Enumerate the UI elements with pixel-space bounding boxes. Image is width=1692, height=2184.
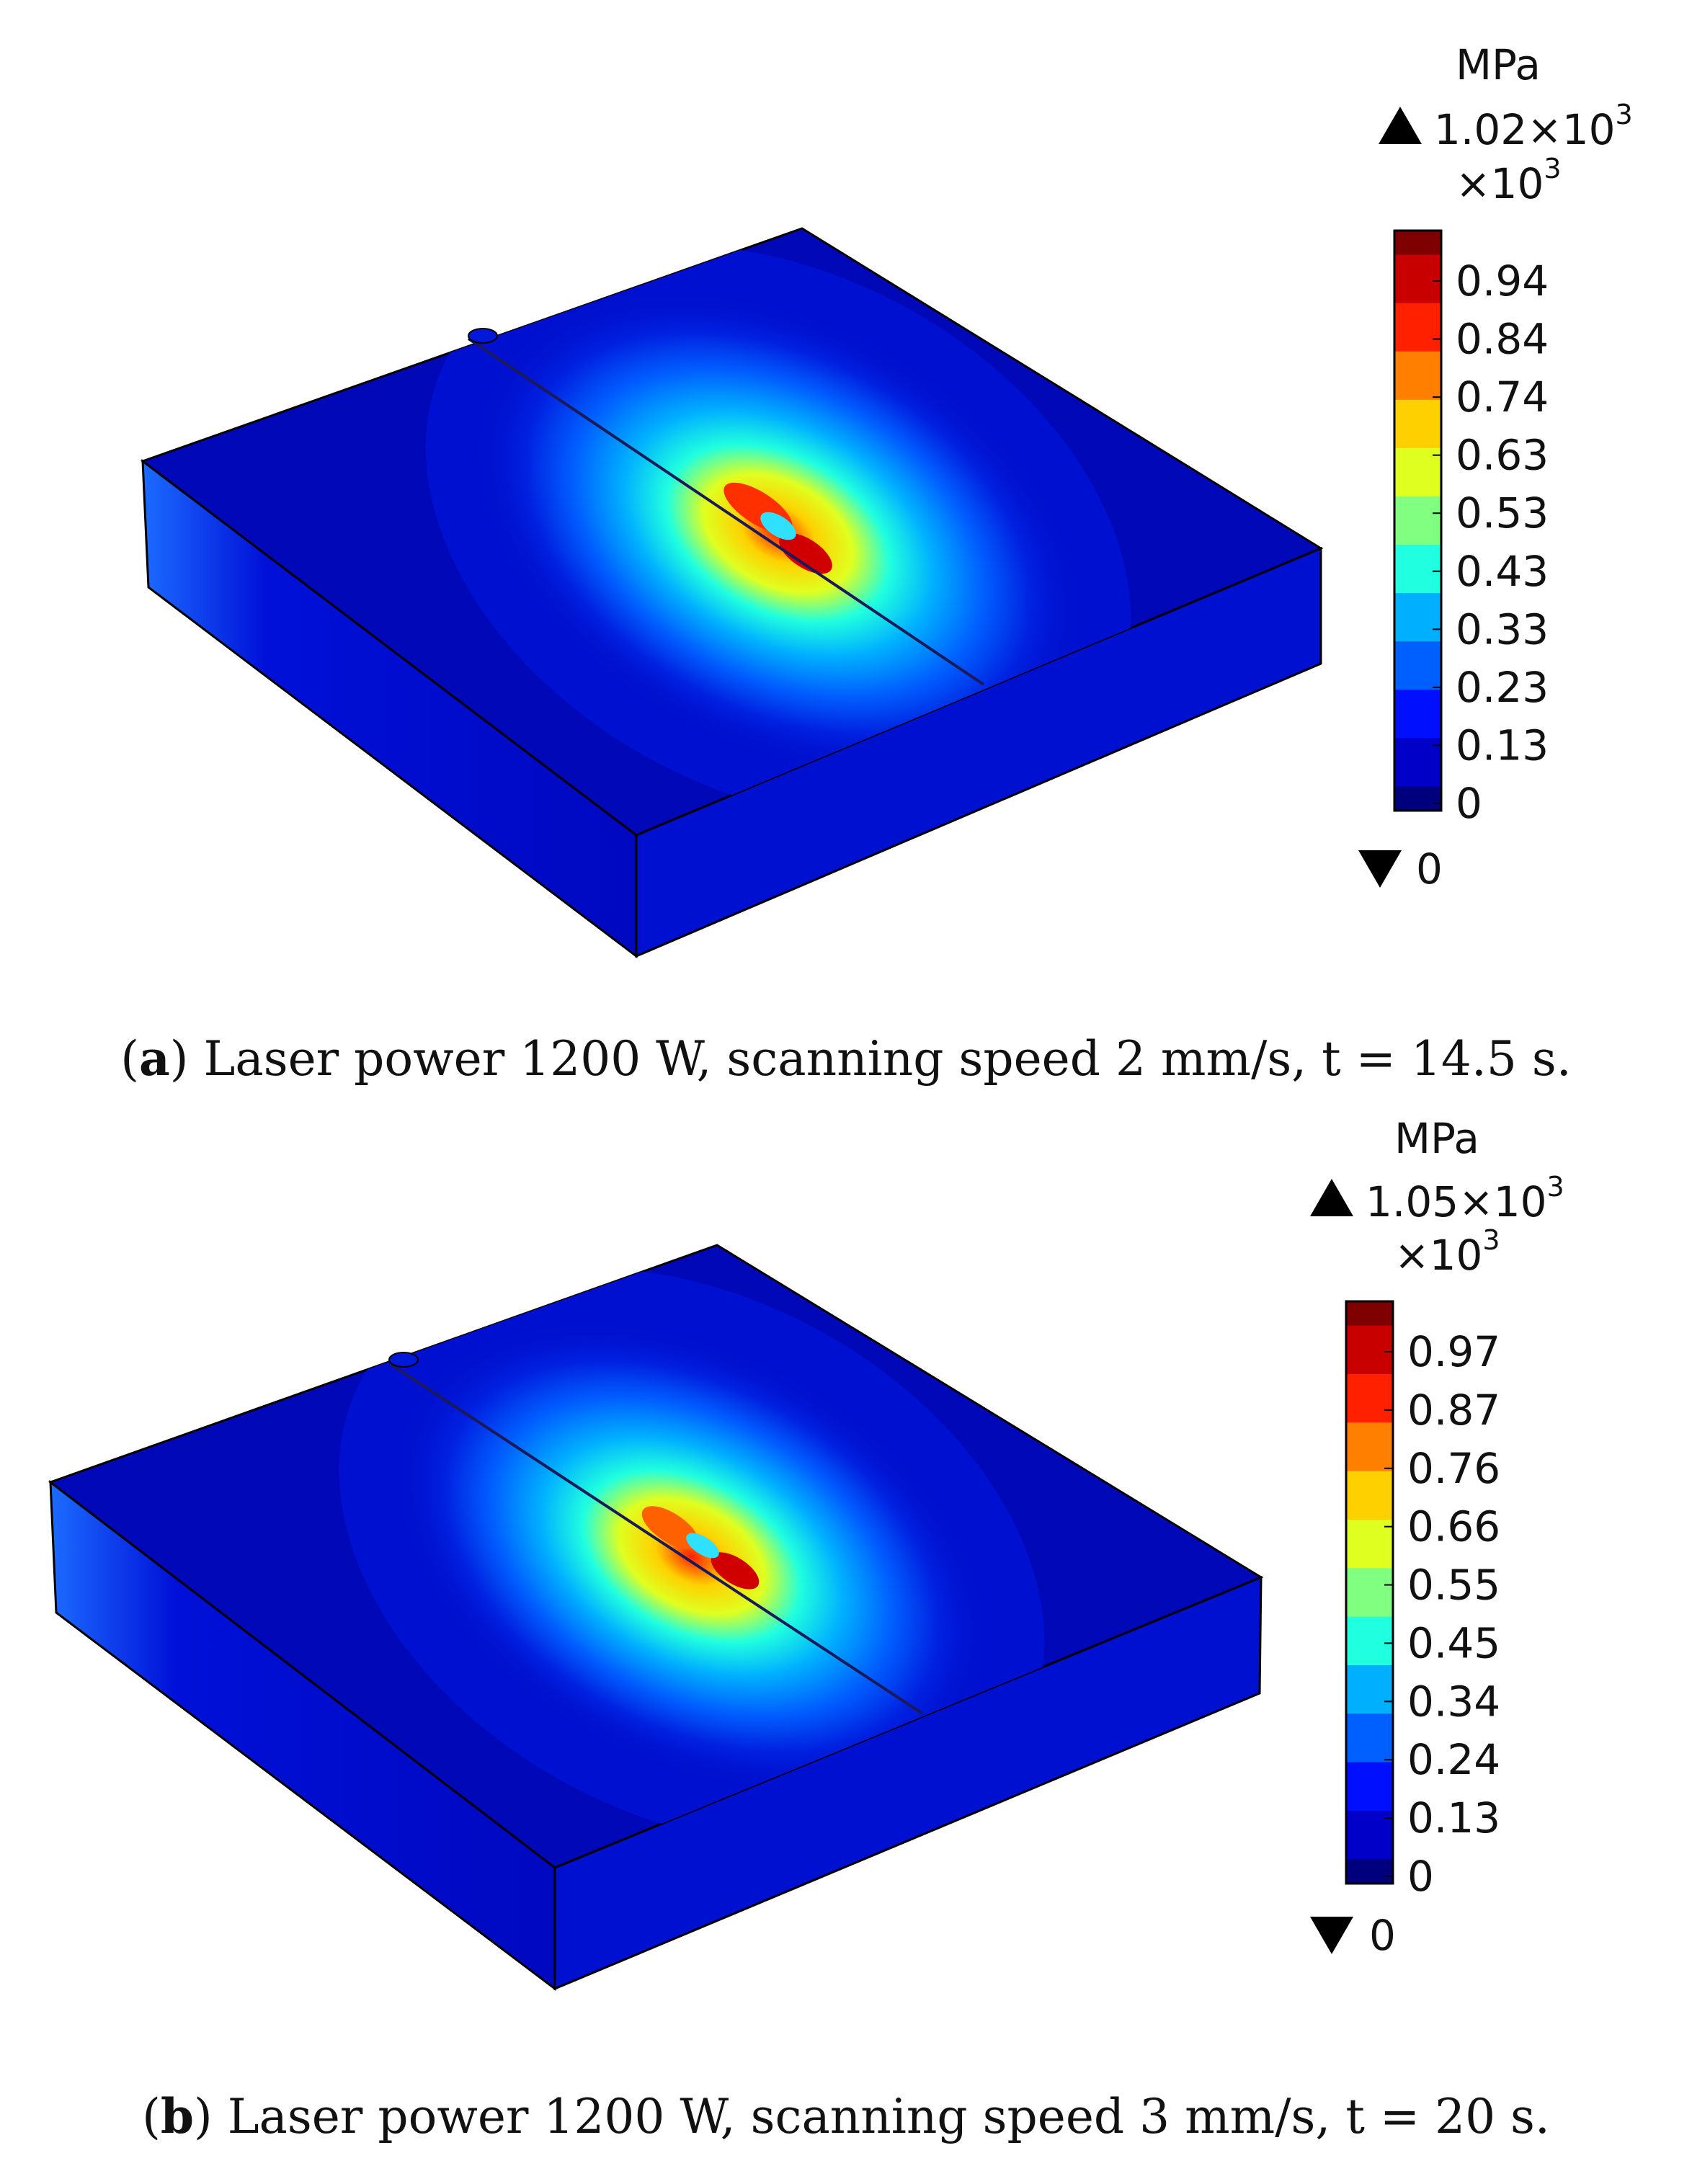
colorbar-band-b [1346,1859,1393,1884]
min-marker-icon-a [1358,850,1402,888]
legend-scale-factor-a: ×10 [1456,159,1544,208]
colorbar-band-b [1346,1786,1393,1811]
panel-b: MPa 1.05×103 ×103 0.97 0.87 0.76 0.66 0.55 0.… [0,1095,1692,2184]
colorbar-tick-label-a: 0.84 [1456,315,1549,364]
min-marker-icon-b [1310,1917,1353,1954]
colorbar-band-b [1346,1616,1393,1641]
weld-track-a [467,337,985,686]
colorbar-band-b [1346,1665,1393,1690]
legend-max-b: 1.05×10 [1366,1177,1547,1226]
stress-plot-b [48,1244,1264,1992]
colorbar-band-b [1346,1495,1393,1520]
max-marker-icon-a [1379,107,1422,144]
colorbar-legend-b: MPa 1.05×103 ×103 0.970.870.760.660.550.… [1310,1114,1564,1960]
colorbar-tick-label-b: 0.55 [1407,1561,1500,1610]
colorbar-band-a [1394,713,1441,739]
colorbar-tick-label-a: 0.13 [1456,721,1549,770]
colorbar-border-a [1393,229,1443,812]
colorbar-tick-label-a: 0.43 [1456,547,1549,596]
caption-b: (b) Laser power 1200 W, scanning speed 3… [142,2088,1550,2144]
colorbar-band-a [1394,424,1441,449]
colorbar-tick-label-b: 0 [1407,1852,1434,1901]
colorbar-tick-label-b: 0.66 [1407,1502,1500,1551]
colorbar-tick-label-b: 0.24 [1407,1735,1500,1784]
colorbar-band-b [1346,1350,1393,1375]
colorbar-band-b [1346,1641,1393,1666]
colorbar-tick-label-a: 0.74 [1456,373,1549,422]
colorbar-band-b [1346,1811,1393,1836]
colorbar-legend-a: MPa 1.02×103 ×103 0.940.840.740.630.530.… [1358,40,1633,893]
colorbar-band-a [1394,496,1441,522]
legend-unit-a: MPa [1456,40,1541,89]
colorbar-band-b [1346,1762,1393,1787]
legend-unit-b: MPa [1394,1114,1479,1163]
colorbar-band-b [1346,1592,1393,1618]
colorbar-band-a [1394,279,1441,304]
colorbar-a [1393,229,1443,812]
colorbar-band-a [1394,545,1441,570]
colorbar-b [1345,1300,1394,1885]
colorbar-ticks-a: 0.94 0.84 0.74 0.63 0.53 0.43 0.33 0.23 0.13 0 [1433,257,1549,828]
colorbar-band-b [1346,1543,1393,1569]
colorbar-tick-label-a: 0.53 [1456,489,1549,538]
colorbar-band-a [1394,351,1441,376]
svg-text:1.02×103: 1.02×103 [1434,99,1633,154]
colorbar-band-b [1346,1568,1393,1593]
colorbar-band-a [1394,472,1441,497]
colorbar-band-b [1346,1713,1393,1739]
weld-track-b [388,1362,924,1715]
legend-min-b: 0 [1369,1911,1396,1960]
legend-scale-factor-b: ×10 [1394,1231,1482,1280]
colorbar-tick-label-b: 0.13 [1407,1793,1500,1842]
colorbar-border-b [1345,1300,1394,1885]
colorbar-tick-label-b: 0.87 [1407,1386,1500,1435]
panel-a: MPa 1.02×103 ×103 0.94 0.84 0.74 0.63 0.53 0.… [0,0,1692,1087]
colorbar-band-b [1346,1374,1393,1399]
slab-model-a [140,227,1324,959]
colorbar-band-a [1394,738,1441,763]
colorbar-band-a [1394,762,1441,788]
colorbar-band-b [1346,1471,1393,1496]
colorbar-band-b [1346,1447,1393,1472]
caption-a: (a) Laser power 1200 W, scanning speed 2… [120,1030,1572,1087]
colorbar-band-a [1394,786,1441,811]
colorbar-band-a [1394,569,1441,594]
colorbar-band-b [1346,1835,1393,1860]
colorbar-band-a [1394,593,1441,618]
colorbar-band-a [1394,665,1441,690]
colorbar-band-b [1346,1738,1393,1763]
legend-min-a: 0 [1416,844,1443,893]
colorbar-ticks-b: 0.97 0.87 0.76 0.66 0.55 0.45 0.34 0.24 0.13 0 [1384,1327,1500,1901]
colorbar-tick-label-b: 0.97 [1407,1327,1500,1376]
colorbar-tick-label-a: 0.94 [1456,257,1549,306]
colorbar-band-a [1394,447,1441,473]
colorbar-tick-label-a: 0 [1456,779,1482,828]
colorbar-tick-label-b: 0.45 [1407,1618,1500,1667]
svg-text:1.05×103: 1.05×103 [1366,1171,1564,1226]
legend-max-a: 1.02×10 [1434,105,1616,154]
colorbar-tick-label-a: 0.63 [1456,431,1549,480]
colorbar-band-a [1394,375,1441,401]
colorbar-tick-label-a: 0.33 [1456,605,1549,654]
colorbar-band-a [1394,399,1441,424]
max-marker-icon-b [1310,1179,1353,1216]
colorbar-band-b [1346,1520,1393,1545]
colorbar-tick-label-a: 0.23 [1456,663,1549,712]
colorbar-band-a [1394,231,1441,256]
colorbar-band-b [1346,1325,1393,1350]
svg-text:×103: ×103 [1456,153,1562,208]
colorbar-tick-label-b: 0.76 [1407,1444,1500,1493]
colorbar-band-a [1394,641,1441,667]
svg-text:×103: ×103 [1394,1224,1500,1280]
colorbar-band-b [1346,1301,1393,1327]
stress-plot-a [140,227,1324,959]
colorbar-band-a [1394,303,1441,328]
colorbar-band-a [1394,690,1441,715]
colorbar-band-a [1394,254,1441,280]
slab-model-b [48,1244,1264,1992]
colorbar-band-a [1394,520,1441,545]
colorbar-tick-label-b: 0.34 [1407,1677,1500,1726]
colorbar-band-b [1346,1422,1393,1448]
